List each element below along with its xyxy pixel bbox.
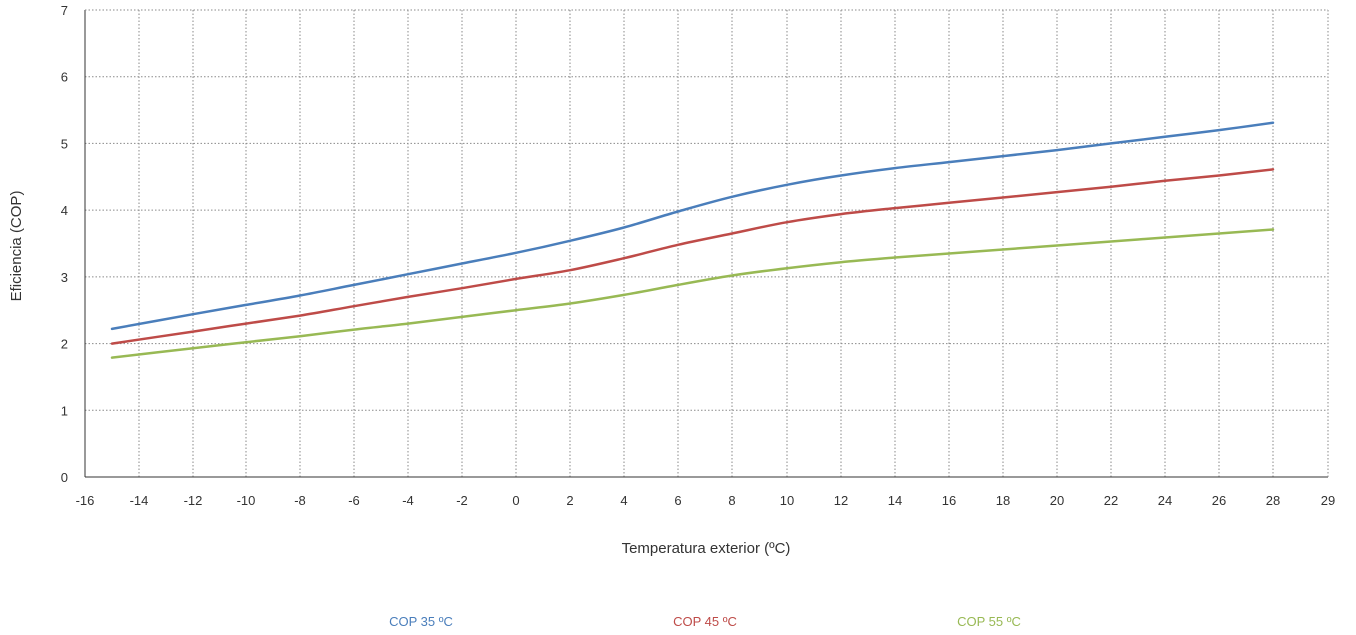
x-tick-label: 14	[888, 493, 902, 508]
x-tick-label: 20	[1050, 493, 1064, 508]
y-tick-label: 0	[61, 470, 68, 485]
series-line-3	[110, 228, 1275, 359]
x-tick-label: 18	[996, 493, 1010, 508]
x-tick-label: 24	[1158, 493, 1172, 508]
x-tick-label: 12	[834, 493, 848, 508]
y-tick-label: 6	[61, 70, 68, 85]
x-tick-label: -8	[294, 493, 306, 508]
x-tick-label: 8	[728, 493, 735, 508]
x-tick-label: 26	[1212, 493, 1226, 508]
y-tick-label: 2	[61, 337, 68, 352]
x-tick-label: -14	[130, 493, 149, 508]
x-tick-label: 4	[620, 493, 627, 508]
y-tick-label: 5	[61, 136, 68, 151]
series-line-2	[110, 168, 1275, 345]
legend-entry-3: COP 55 ºC	[957, 614, 1021, 629]
x-tick-label: 22	[1104, 493, 1118, 508]
x-tick-label: -6	[348, 493, 360, 508]
x-axis-title: Temperatura exterior (ºC)	[622, 540, 791, 557]
y-tick-label: 3	[61, 270, 68, 285]
x-tick-label: 29	[1321, 493, 1335, 508]
x-tick-label: -16	[76, 493, 95, 508]
x-tick-label: -2	[456, 493, 468, 508]
x-tick-label: 16	[942, 493, 956, 508]
series-lines	[110, 121, 1275, 359]
x-tick-label: 28	[1266, 493, 1280, 508]
x-tick-label: 2	[566, 493, 573, 508]
x-tick-label: -10	[237, 493, 256, 508]
legend-entry-1: COP 35 ºC	[389, 614, 453, 629]
y-axis-title: Eficiencia (COP)	[8, 191, 25, 302]
x-tick-label: 10	[780, 493, 794, 508]
series-line-1	[110, 121, 1275, 331]
legend: COP 35 ºC COP 45 ºC COP 55 ºC	[389, 614, 1021, 629]
legend-entry-2: COP 45 ºC	[673, 614, 737, 629]
x-tick-label: 0	[512, 493, 519, 508]
tick-labels: -16 -14 -12 -10 -8 -6 -4 -2 0 2 4 6 8 10 12 14 16 18 20 22 2…	[61, 3, 1335, 508]
plot-frame	[84, 9, 1329, 478]
y-tick-label: 7	[61, 3, 68, 18]
grid	[85, 9, 1328, 477]
x-tick-label: -4	[402, 493, 414, 508]
y-tick-label: 1	[61, 403, 68, 418]
x-tick-label: 6	[674, 493, 681, 508]
y-tick-label: 4	[61, 203, 68, 218]
x-tick-label: -12	[184, 493, 203, 508]
